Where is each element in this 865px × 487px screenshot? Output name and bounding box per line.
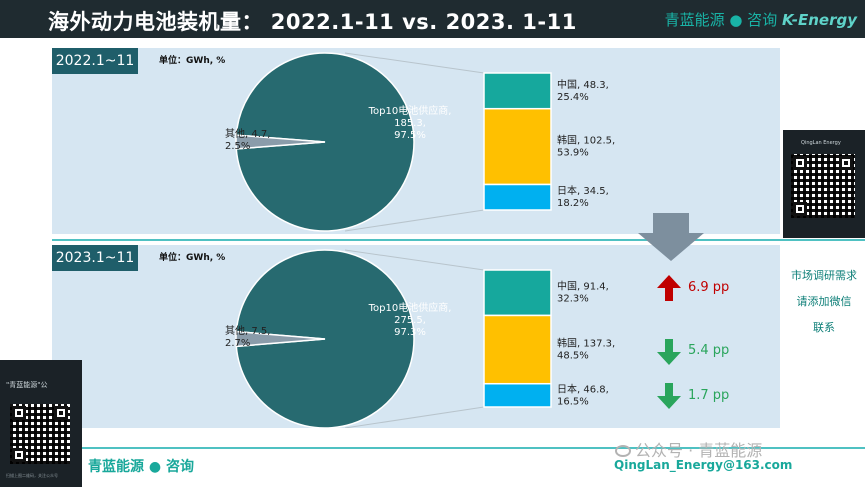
pie-label-other: 其他, 7.5, 2.7% [225, 324, 270, 349]
period-label-2022: 2022.1~11 [52, 48, 138, 74]
chart-panel-2022: 2022.1~11 单位：GWh, % Top10电池供应商, 185.3, 97.… [52, 48, 780, 234]
bar-segment-0 [483, 269, 552, 317]
change-china: 6.9 pp [688, 280, 730, 295]
down-arrow-icon [638, 213, 704, 261]
up-arrow-icon [657, 275, 681, 301]
divider-bottom [82, 447, 865, 449]
change-korea: 5.4 pp [688, 343, 730, 358]
watermark: 公众号 · 青蓝能源 [615, 437, 762, 461]
pie-label-top10: Top10电池供应商, 185.3, 97.5% [368, 104, 452, 141]
title-bar: 海外动力电池装机量： 2022.1-11 vs. 2023. 1-11 青蓝能源… [0, 0, 865, 38]
brand-top: 青蓝能源 ● 咨询 K-Energy [665, 9, 857, 30]
qr-left-note: 扫描上图二维码，关注公众号 [6, 473, 58, 478]
qr-code [791, 154, 855, 218]
pie-slice-top10 [235, 52, 415, 232]
pie-label-other: 其他, 4.7, 2.5% [225, 127, 270, 152]
pie-slice-top10 [235, 249, 415, 428]
watermark-text: 公众号 · 青蓝能源 [635, 441, 763, 460]
brand-logo: K-Energy [781, 11, 857, 29]
bar-segment-2 [483, 183, 552, 211]
bar-segment-0 [483, 72, 552, 110]
unit-note-2023: 单位：GWh, % [159, 253, 226, 263]
pie-slice-other [235, 330, 326, 348]
pie-chart-2023: Top10电池供应商, 275.5, 97.3% 其他, 7.5, 2.7% 中国, 91… [225, 249, 615, 428]
bar-label-0: 中国, 91.4, 32.3% [557, 280, 609, 305]
pie-chart-2022: Top10电池供应商, 185.3, 97.5% 其他, 4.7, 2.5% 中国, 48… [225, 52, 615, 232]
bar-label-2: 日本, 46.8, 16.5% [557, 382, 609, 407]
down-arrow-icon [657, 339, 681, 365]
connector-line-bottom [344, 406, 485, 428]
qr-card-left: "青蓝能源"公 扫描上图二维码，关注公众号 [0, 360, 82, 487]
brand-bottom: 青蓝能源 ● 咨询 [88, 459, 194, 475]
bar-segment-1 [483, 107, 552, 186]
qr-code [10, 404, 70, 464]
sidebar-text-1: 市场调研需求 [791, 269, 857, 282]
sidebar-text-3: 联系 [813, 321, 835, 334]
bar-segment-1 [483, 314, 552, 385]
connector-line-bottom [344, 209, 485, 232]
bar-label-2: 日本, 34.5, 18.2% [557, 184, 609, 209]
change-japan: 1.7 pp [688, 388, 730, 403]
bar-label-0: 中国, 48.3, 25.4% [557, 78, 609, 103]
connector-line-top [344, 249, 485, 271]
contact-email[interactable]: QingLan_Energy@163.com [614, 458, 793, 472]
qr-left-title: "青蓝能源"公 [6, 381, 48, 389]
connector-line-top [344, 52, 485, 74]
bar-label-1: 韩国, 102.5, 53.9% [557, 134, 615, 159]
qr-right-title: QingLan Energy [801, 140, 841, 146]
period-label-2023: 2023.1~11 [52, 245, 138, 271]
page-title: 海外动力电池装机量： 2022.1-11 vs. 2023. 1-11 [48, 10, 577, 34]
pie-label-top10: Top10电池供应商, 275.5, 97.3% [368, 301, 452, 338]
divider-middle [52, 239, 865, 241]
pie-slice-other [235, 134, 326, 150]
brand-name: 青蓝能源 ● 咨询 [664, 11, 778, 29]
qr-card-right: QingLan Energy [783, 130, 865, 238]
down-arrow-icon [657, 383, 681, 409]
wechat-icon [615, 445, 631, 457]
bar-label-1: 韩国, 137.3, 48.5% [557, 337, 615, 362]
sidebar-text-2: 请添加微信 [796, 295, 852, 308]
unit-note-2022: 单位：GWh, % [159, 56, 226, 66]
bar-segment-2 [483, 382, 552, 408]
